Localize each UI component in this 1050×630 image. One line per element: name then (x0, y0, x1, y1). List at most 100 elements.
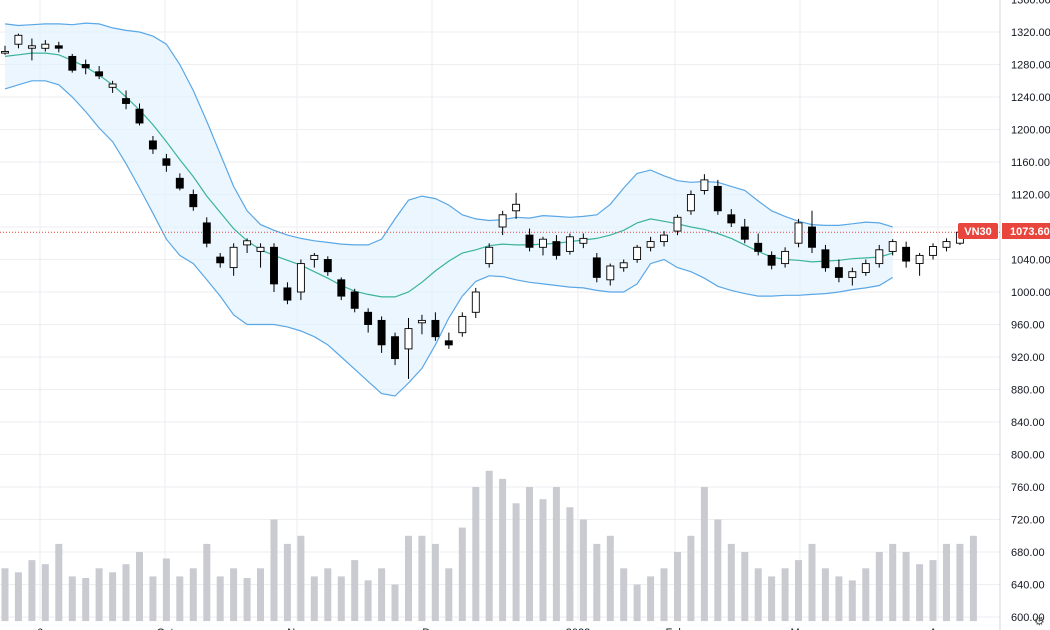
candle (660, 231, 668, 247)
candle (740, 218, 749, 244)
volume-bar (606, 535, 614, 622)
volume-bar (647, 576, 655, 622)
volume-bars (1, 470, 977, 622)
volume-bar (82, 578, 90, 622)
volume-bar (431, 543, 439, 622)
price-tick-label: 1360.00 (1011, 0, 1050, 7)
candle (942, 238, 951, 252)
volume-bar (848, 580, 856, 621)
volume-bar (768, 576, 776, 622)
candle (821, 244, 830, 272)
candle (539, 236, 547, 256)
candle (364, 308, 373, 333)
volume-bar (902, 552, 910, 622)
time-tick-label: Nov (287, 627, 307, 630)
volume-bar (189, 568, 197, 622)
price-tick-label: 1280.00 (1011, 60, 1050, 72)
volume-bar (526, 487, 533, 622)
candle (929, 243, 937, 260)
candle (391, 332, 399, 366)
volume-bar (297, 535, 305, 622)
price-tick-label: 1200.00 (1011, 125, 1050, 137)
volume-bar (499, 478, 507, 622)
candle (781, 247, 790, 268)
candle (189, 189, 198, 211)
time-tick-label: Mar (791, 627, 810, 630)
candle (404, 318, 413, 379)
price-tick-label: 880.00 (1011, 385, 1045, 397)
volume-bar (458, 527, 466, 621)
candle (834, 259, 843, 283)
volume-bar (835, 576, 843, 622)
time-axis: 6 Oct Nov Dec 2022 Feb Mar Apr (37, 627, 947, 630)
volume-bar (230, 568, 238, 622)
candle (135, 103, 144, 126)
candle (606, 263, 615, 286)
price-tick-label: 1000.00 (1011, 287, 1050, 299)
settings-gear-icon[interactable]: ⚙ (1034, 614, 1045, 628)
volume-bar (28, 560, 36, 621)
volume-bar (943, 543, 950, 622)
bollinger-basis-line (4, 52, 893, 298)
candle (162, 153, 171, 172)
candle (902, 241, 911, 268)
volume-bar (687, 535, 695, 622)
time-tick-label: Apr (929, 627, 946, 630)
candle (27, 38, 36, 61)
candle (243, 238, 252, 253)
bollinger-band-fill (5, 23, 893, 396)
price-tick-label: 840.00 (1011, 417, 1045, 429)
volume-bar (660, 568, 668, 622)
volume-bar (55, 543, 63, 622)
candle (216, 253, 225, 268)
candle (646, 236, 655, 252)
bollinger-bands (4, 22, 894, 397)
candle (700, 174, 709, 195)
volume-bar (969, 535, 977, 622)
symbol-tag-text: VN30 (964, 226, 992, 238)
candle (754, 233, 763, 256)
candle (444, 332, 453, 349)
volume-bar (364, 580, 372, 621)
candle (270, 243, 278, 292)
bollinger-lower-line (4, 80, 894, 397)
price-tick-label: 1040.00 (1011, 255, 1050, 267)
volume-bar (821, 568, 829, 622)
time-tick-label: 6 (37, 627, 43, 630)
volume-bar (270, 519, 278, 622)
candle (848, 267, 857, 286)
price-tick-label: 1120.00 (1011, 190, 1050, 202)
volume-bar (176, 576, 184, 622)
price-axis: 1360.00 1320.00 1280.00 1240.00 1200.00 1160.… (1011, 0, 1050, 624)
volume-bar (391, 584, 399, 622)
candle (794, 218, 803, 248)
volume-bar (862, 568, 870, 622)
candle (458, 312, 467, 337)
candle (713, 179, 722, 215)
candle (81, 59, 90, 75)
volume-bar (889, 543, 897, 622)
time-tick-label: Feb (666, 627, 685, 630)
volume-bar (808, 543, 816, 622)
volume-bar (243, 578, 251, 622)
volume-bar (283, 543, 291, 622)
volume-bar (109, 572, 117, 622)
candle (175, 173, 184, 191)
candle (471, 287, 480, 318)
candle (915, 253, 924, 276)
candle (417, 314, 426, 335)
volume-bar (929, 560, 937, 621)
volume-bar (512, 503, 520, 622)
volume-bar (875, 552, 883, 622)
candle (41, 40, 50, 52)
candle (229, 243, 238, 276)
volume-bar (472, 487, 480, 622)
price-tick-label: 640.00 (1011, 580, 1045, 592)
volume-bar (956, 543, 964, 622)
volume-bar (727, 543, 735, 622)
candle (54, 41, 63, 53)
candle (673, 214, 682, 236)
volume-bar (257, 568, 264, 622)
volume-bar (418, 535, 426, 622)
